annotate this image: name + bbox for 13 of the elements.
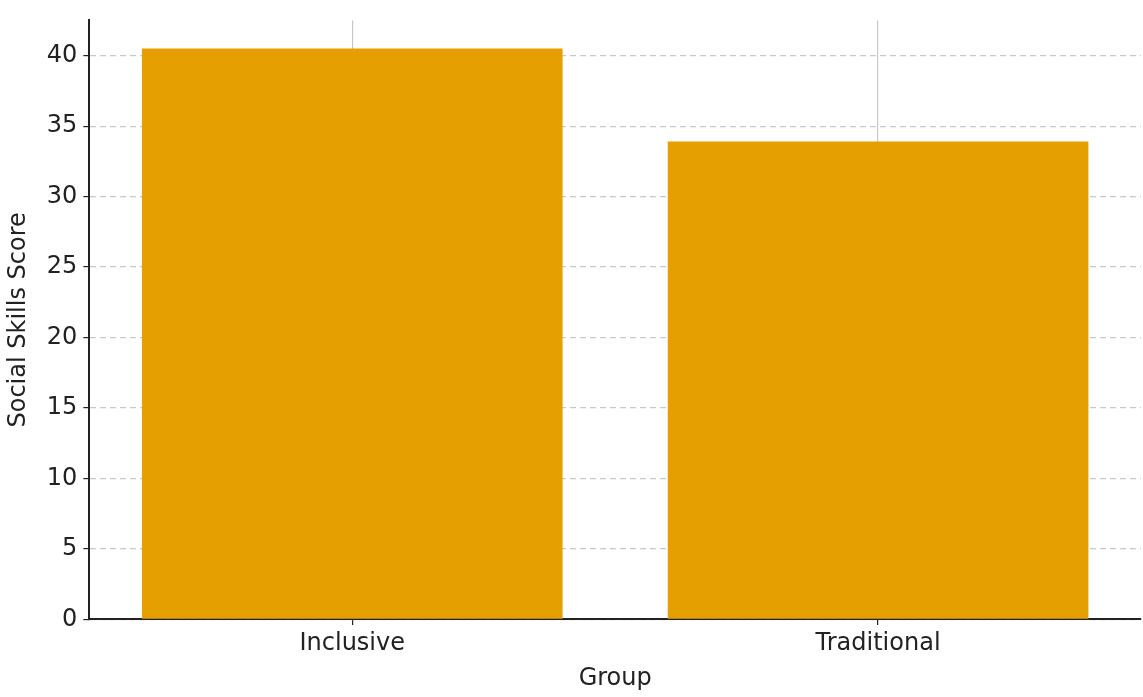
- y-axis-title: Social Skills Score: [2, 212, 31, 428]
- y-tick-label: 5: [62, 533, 78, 562]
- y-tick-label: 30: [46, 180, 78, 209]
- y-tick-label: 20: [46, 321, 78, 350]
- x-tick-label: Traditional: [814, 628, 941, 657]
- x-tick-label: Inclusive: [299, 628, 406, 657]
- y-tick-label: 10: [46, 462, 78, 491]
- y-tick-label: 35: [46, 110, 78, 139]
- y-tick-label: 25: [46, 251, 78, 280]
- y-tick-label: 0: [62, 603, 78, 632]
- y-tick-label: 15: [46, 392, 78, 421]
- x-axis-title: Group: [578, 662, 652, 691]
- y-tick-label: 40: [46, 39, 78, 68]
